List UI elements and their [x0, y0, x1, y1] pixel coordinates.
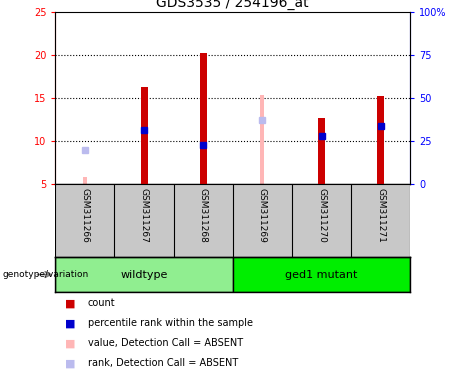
Text: GSM311270: GSM311270	[317, 188, 326, 243]
Bar	[141, 87, 148, 184]
Text: ■: ■	[65, 318, 75, 328]
Text: GSM311268: GSM311268	[199, 188, 208, 243]
Text: GSM311266: GSM311266	[80, 188, 89, 243]
Bar	[318, 118, 325, 184]
Text: rank, Detection Call = ABSENT: rank, Detection Call = ABSENT	[88, 358, 238, 368]
Text: count: count	[88, 298, 115, 308]
Text: ged1 mutant: ged1 mutant	[285, 270, 358, 280]
Text: genotype/variation: genotype/variation	[2, 270, 89, 279]
Text: ■: ■	[65, 298, 75, 308]
Bar	[260, 95, 265, 184]
Text: GSM311267: GSM311267	[140, 188, 148, 243]
Bar	[55, 257, 233, 292]
Bar	[377, 96, 384, 184]
Text: ■: ■	[65, 338, 75, 348]
Text: ■: ■	[65, 358, 75, 368]
Bar	[83, 177, 87, 184]
Text: value, Detection Call = ABSENT: value, Detection Call = ABSENT	[88, 338, 242, 348]
Bar	[233, 257, 410, 292]
Text: wildtype: wildtype	[120, 270, 168, 280]
Text: percentile rank within the sample: percentile rank within the sample	[88, 318, 253, 328]
Text: GSM311271: GSM311271	[376, 188, 385, 243]
Text: GSM311269: GSM311269	[258, 188, 267, 243]
Bar	[200, 53, 207, 184]
Title: GDS3535 / 254196_at: GDS3535 / 254196_at	[156, 0, 309, 10]
